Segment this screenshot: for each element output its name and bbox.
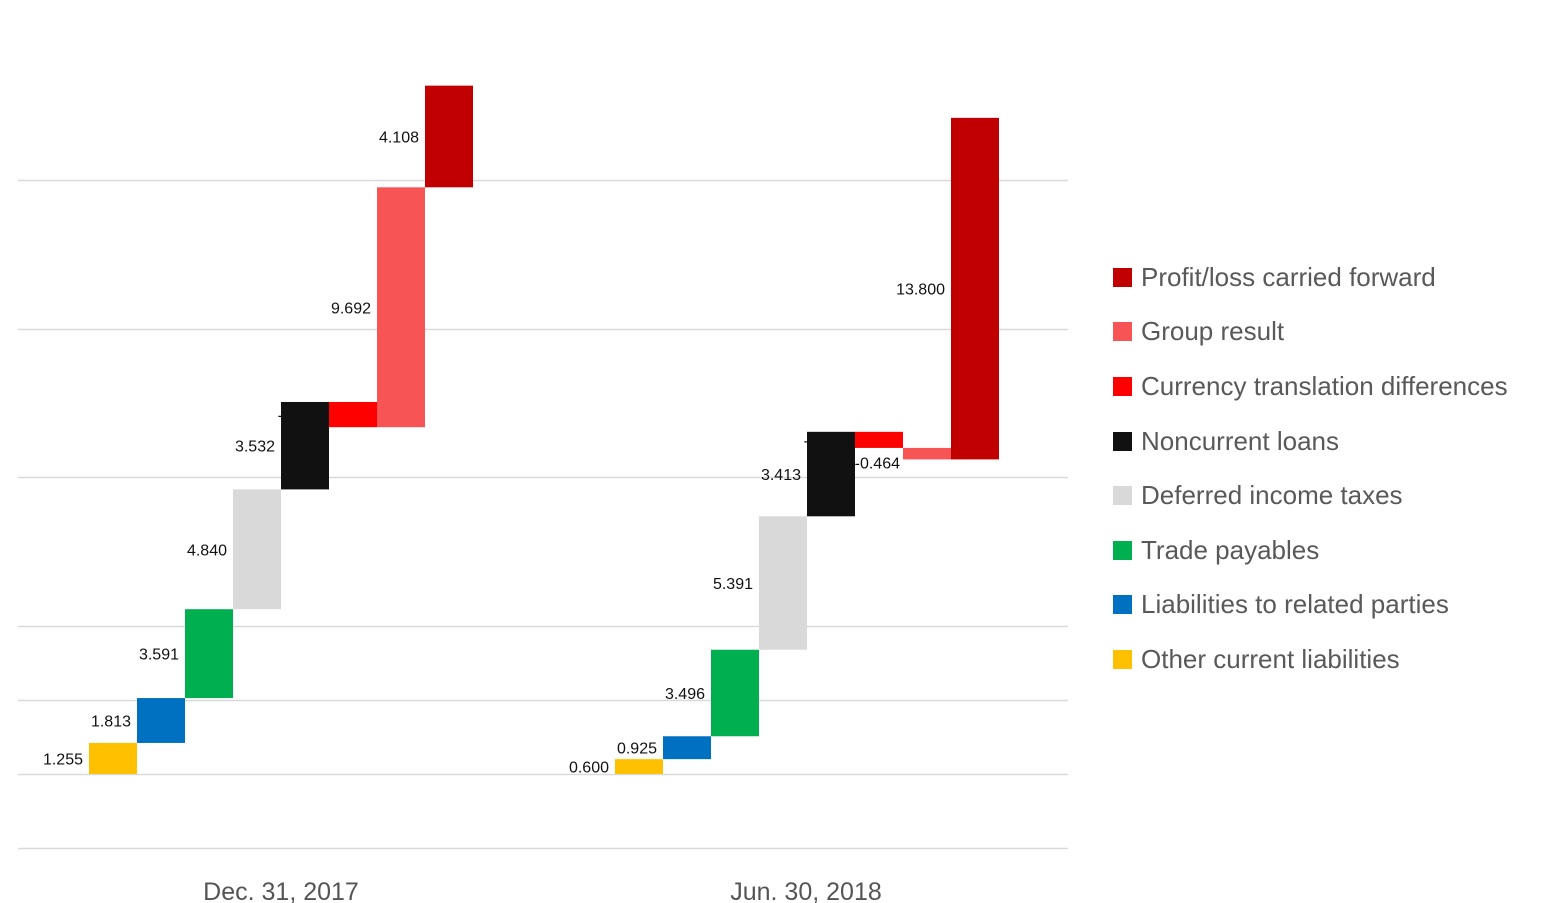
legend-swatch <box>1113 649 1132 669</box>
value-label-profit-loss-carried-forward-jun-30-2018: 13.800 <box>896 282 945 299</box>
value-label-liabilities-to-related-parties-jun-30-2018: 0.925 <box>617 741 657 758</box>
legend-item-deferred-income-taxes: Deferred income taxes <box>1113 468 1508 523</box>
bar-group-result-dec-31-2017 <box>377 187 425 428</box>
value-label-group-result-dec-31-2017: 9.692 <box>331 300 371 317</box>
x-axis: Dec. 31, 2017 Jun. 30, 2018 <box>203 878 882 903</box>
bar-profit-loss-carried-forward-jun-30-2018 <box>951 117 999 460</box>
bar-profit-loss-carried-forward-dec-31-2017 <box>425 85 473 188</box>
legend-label: Noncurrent loans <box>1141 425 1339 456</box>
value-label-liabilities-to-related-parties-dec-31-2017: 1.813 <box>91 714 131 731</box>
legend-label: Group result <box>1141 316 1285 347</box>
legend-item-group-result: Group result <box>1113 305 1508 360</box>
bar-liabilities-to-related-parties-jun-30-2018 <box>663 736 711 760</box>
category-label-dec-31-2017: Dec. 31, 2017 <box>203 878 359 903</box>
legend-swatch <box>1113 431 1132 451</box>
bar-other-current-liabilities-dec-31-2017 <box>89 742 137 774</box>
value-label-currency-translation-differences-jun-30-2018: -0.650 <box>804 433 849 450</box>
value-label-noncurrent-loans-dec-31-2017: 3.532 <box>235 439 275 456</box>
value-label-noncurrent-loans-jun-30-2018: 3.413 <box>761 467 801 484</box>
legend-item-liabilities-to-related-parties: Liabilities to related parties <box>1113 578 1508 633</box>
value-label-deferred-income-taxes-jun-30-2018: 5.391 <box>713 576 753 593</box>
value-label-currency-translation-differences-dec-31-2017: -1.019 <box>278 408 323 425</box>
legend-label: Other current liabilities <box>1141 643 1400 674</box>
bars <box>89 85 999 774</box>
bar-deferred-income-taxes-jun-30-2018 <box>759 516 807 650</box>
value-label-group-result-jun-30-2018: -0.464 <box>855 455 900 472</box>
bar-currency-translation-differences-jun-30-2018 <box>855 431 903 448</box>
legend-item-profit-loss-carried-forward: Profit/loss carried forward <box>1113 250 1508 305</box>
legend-swatch <box>1113 376 1132 396</box>
bar-group-result-jun-30-2018 <box>903 447 951 460</box>
legend-item-other-current-liabilities: Other current liabilities <box>1113 632 1508 687</box>
bar-noncurrent-loans-jun-30-2018 <box>807 431 855 517</box>
category-label-jun-30-2018: Jun. 30, 2018 <box>730 878 882 903</box>
value-label-profit-loss-carried-forward-dec-31-2017: 4.108 <box>379 129 419 146</box>
bar-trade-payables-jun-30-2018 <box>711 649 759 737</box>
value-label-deferred-income-taxes-dec-31-2017: 4.840 <box>187 542 227 559</box>
value-label-other-current-liabilities-dec-31-2017: 1.255 <box>43 751 83 768</box>
legend-label: Trade payables <box>1141 534 1320 565</box>
legend: Profit/loss carried forward Group result C… <box>1113 250 1508 687</box>
value-label-trade-payables-dec-31-2017: 3.591 <box>139 647 179 664</box>
value-label-other-current-liabilities-jun-30-2018: 0.600 <box>569 760 609 777</box>
legend-swatch <box>1113 322 1132 342</box>
legend-swatch <box>1113 267 1132 287</box>
bar-trade-payables-dec-31-2017 <box>185 609 233 699</box>
legend-item-noncurrent-loans: Noncurrent loans <box>1113 414 1508 469</box>
legend-swatch <box>1113 486 1132 506</box>
legend-item-currency-translation-differences: Currency translation differences <box>1113 359 1508 414</box>
legend-label: Profit/loss carried forward <box>1141 261 1436 292</box>
waterfall-chart: 1.255 1.813 3.591 4.840 3.532-1.019 9.692 4.10… <box>18 85 1068 903</box>
value-label-trade-payables-jun-30-2018: 3.496 <box>665 686 705 703</box>
value-labels: 1.255 1.813 3.591 4.840 3.532-1.019 9.692 4.10… <box>43 129 945 776</box>
bar-noncurrent-loans-dec-31-2017 <box>281 401 329 490</box>
legend-label: Deferred income taxes <box>1141 480 1403 511</box>
legend-item-trade-payables: Trade payables <box>1113 523 1508 578</box>
legend-swatch <box>1113 540 1132 560</box>
bar-deferred-income-taxes-dec-31-2017 <box>233 489 281 610</box>
bar-liabilities-to-related-parties-dec-31-2017 <box>137 698 185 743</box>
legend-label: Currency translation differences <box>1141 370 1508 401</box>
legend-label: Liabilities to related parties <box>1141 589 1449 620</box>
legend-swatch <box>1113 595 1132 615</box>
bar-other-current-liabilities-jun-30-2018 <box>615 759 663 774</box>
bar-currency-translation-differences-dec-31-2017 <box>329 401 377 428</box>
